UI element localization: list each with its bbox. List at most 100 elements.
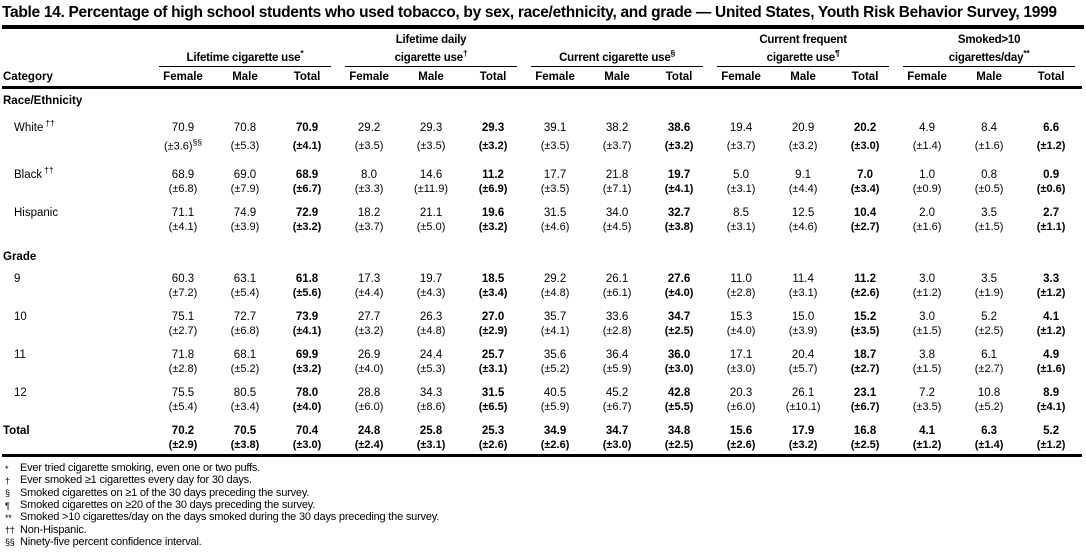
ci-cell: (±4.0) xyxy=(710,324,772,340)
footnote: ¶ Smoked cigarettes on ≥20 of the 30 days… xyxy=(2,499,1084,511)
ci-cell: (±1.6) xyxy=(958,135,1020,156)
ci-value: (±4.3) xyxy=(416,287,446,300)
ci-value: (±3.0) xyxy=(664,363,694,376)
ci-cell: (±2.6) xyxy=(834,286,896,302)
row-label: Hispanic xyxy=(2,198,152,220)
ci-value: (±3.2) xyxy=(478,140,508,153)
ci-cell: (±3.9) xyxy=(772,324,834,340)
group-label-text: Current cigarette use xyxy=(559,51,671,64)
ci-value: (±3.1) xyxy=(416,439,446,452)
ci-value: (±3.5) xyxy=(416,140,446,153)
ci-value: (±1.2) xyxy=(1036,140,1066,153)
ci-value: (±2.5) xyxy=(664,325,694,338)
ci-value: (±2.8) xyxy=(602,325,632,338)
ci-value: (±2.5) xyxy=(850,439,880,452)
ci-cell: (±1.2) xyxy=(896,438,958,456)
ci-cell: (±3.4) xyxy=(214,400,276,416)
ci-cell: (±6.5) xyxy=(462,400,524,416)
value-cell: 72.9 xyxy=(295,207,319,220)
ci-value: (±3.9) xyxy=(230,221,260,234)
ci-cell: (±5.3) xyxy=(400,362,462,378)
group-label: Smoked>10 cigarettes/day** xyxy=(903,34,1076,67)
value-cell: 72.7 xyxy=(233,311,257,324)
ci-cell: (±5.5) xyxy=(648,400,710,416)
row-label-spacer xyxy=(2,182,152,198)
row-label-spacer xyxy=(2,438,152,456)
column-group-header-1: Lifetime daily cigarette use† xyxy=(338,29,524,67)
ci-value: (±5.7) xyxy=(788,363,818,376)
ci-value: (±5.3) xyxy=(416,363,446,376)
group-label-line: cigarette use¶ xyxy=(717,47,889,65)
ci-value: (±3.7) xyxy=(602,140,632,153)
ci-value: (±4.6) xyxy=(788,221,818,234)
ci-cell: (±3.2) xyxy=(648,135,710,156)
ci-value: (±3.5) xyxy=(912,401,942,414)
value-cell: 36.4 xyxy=(605,349,629,362)
footnote: §§ Ninety-five percent confidence interva… xyxy=(2,536,1084,548)
ci-cell: (±3.1) xyxy=(462,362,524,378)
ci-value: (±2.7) xyxy=(850,363,880,376)
value-cell: 25.8 xyxy=(419,425,443,438)
ci-cell: (±5.4) xyxy=(214,286,276,302)
ci-cell: (±4.1) xyxy=(524,324,586,340)
row-label: Total xyxy=(2,416,152,438)
ci-cell: (±3.1) xyxy=(400,438,462,456)
value-cell: 6.3 xyxy=(981,425,998,438)
column-group-header-4: Smoked>10 cigarettes/day** xyxy=(896,29,1082,67)
row-label-text: Hispanic xyxy=(14,207,59,220)
value-cell: 26.3 xyxy=(419,311,443,324)
value-cell: 73.9 xyxy=(295,311,319,324)
value-cell: 25.7 xyxy=(481,349,505,362)
footnote-marker: §§ xyxy=(5,537,15,548)
ci-value: (±3.1) xyxy=(726,221,756,234)
ci-value: (±2.5) xyxy=(664,439,694,452)
ci-value: (±7.9) xyxy=(230,183,260,196)
ci-value: (±6.7) xyxy=(602,401,632,414)
ci-cell: (±3.2) xyxy=(338,324,400,340)
col-header-female: Female xyxy=(710,66,773,89)
ci-cell: (±3.1) xyxy=(772,286,834,302)
footnote-text: Smoked >10 cigarettes/day on the days sm… xyxy=(20,511,440,524)
ci-value: (±0.9) xyxy=(912,183,942,196)
ci-cell: (±5.7) xyxy=(772,362,834,378)
data-row-ci: (±6.8) (±7.9) (±6.7) (±3.3) (±11.9) (±6.9) (±3… xyxy=(2,182,1082,198)
ci-cell: (±7.1) xyxy=(586,182,648,198)
group-label-line: Current cigarette use§ xyxy=(531,47,703,65)
value-cell: 10.8 xyxy=(977,387,1001,400)
ci-value: (±1.2) xyxy=(1036,325,1066,338)
footnote-marker: ** xyxy=(1023,48,1030,58)
ci-value: (±1.9) xyxy=(974,287,1004,300)
ci-cell: (±0.5) xyxy=(958,182,1020,198)
row-label-text: 11 xyxy=(14,349,26,362)
ci-cell: (±6.7) xyxy=(834,400,896,416)
ci-cell: (±10.1) xyxy=(772,400,834,416)
value-cell: 28.8 xyxy=(357,387,381,400)
value-cell: 2.0 xyxy=(919,207,936,220)
ci-cell: (±1.6) xyxy=(1020,362,1082,378)
value-cell: 70.8 xyxy=(233,121,257,134)
ci-cell: (±4.1) xyxy=(276,324,338,340)
ci-cell: (±6.7) xyxy=(586,400,648,416)
ci-cell: (±3.8) xyxy=(648,220,710,236)
ci-cell: (±3.0) xyxy=(834,135,896,156)
ci-value: (±5.0) xyxy=(416,221,446,234)
row-label-text: Total xyxy=(3,425,30,438)
ci-value: (±3.4) xyxy=(230,401,260,414)
value-cell: 3.5 xyxy=(981,207,998,220)
ci-value: (±4.1) xyxy=(292,140,322,153)
ci-cell: (±4.5) xyxy=(586,220,648,236)
value-cell: 20.9 xyxy=(791,121,815,134)
value-cell: 26.9 xyxy=(357,349,381,362)
ci-value: (±2.7) xyxy=(974,363,1004,376)
ci-cell: (±5.4) xyxy=(152,400,214,416)
value-cell: 34.7 xyxy=(667,311,691,324)
value-cell: 29.2 xyxy=(357,121,381,134)
col-header-male: Male xyxy=(586,66,649,89)
value-cell: 29.3 xyxy=(481,121,505,134)
group-label: Lifetime daily cigarette use† xyxy=(345,34,518,67)
value-cell: 18.5 xyxy=(481,273,505,286)
ci-value: (±4.0) xyxy=(354,363,384,376)
ci-cell: (±5.2) xyxy=(524,362,586,378)
value-cell: 15.2 xyxy=(853,311,877,324)
ci-cell: (±6.0) xyxy=(710,400,772,416)
